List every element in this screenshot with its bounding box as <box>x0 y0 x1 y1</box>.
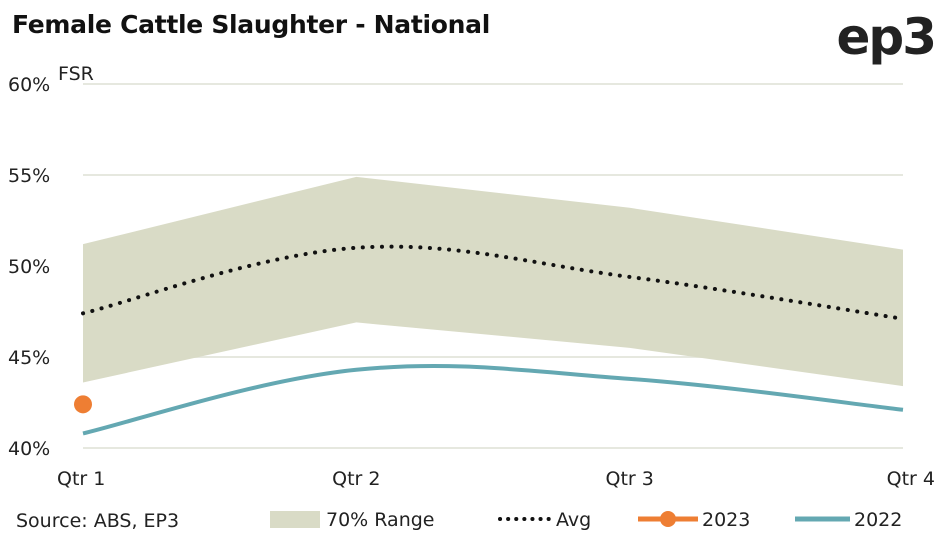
range-area <box>83 176 903 387</box>
legend-avg-label: Avg <box>556 509 591 531</box>
x-tick-label: Qtr 3 <box>605 468 653 490</box>
legend-range-label: 70% Range <box>326 509 435 531</box>
ep3-logo: ep3 <box>836 8 937 66</box>
avg-line <box>81 244 905 321</box>
chart-title: Female Cattle Slaughter - National <box>12 10 490 39</box>
source-note: Source: ABS, EP3 <box>16 510 179 532</box>
legend-2023-marker <box>660 511 676 527</box>
legend-2022-label: 2022 <box>854 509 902 531</box>
legend-range-swatch <box>270 511 320 528</box>
point-2023 <box>74 395 92 414</box>
y-tick-label: 45% <box>8 347 50 369</box>
y-tick-label: 40% <box>8 438 50 460</box>
x-tick-label: Qtr 2 <box>332 468 380 490</box>
line-2022 <box>82 363 904 436</box>
y-tick-label: 50% <box>8 256 50 278</box>
x-tick-label: Qtr 1 <box>57 468 105 490</box>
y-axis-label: FSR <box>58 63 94 85</box>
x-tick-label: Qtr 4 <box>887 468 935 490</box>
y-tick-label: 60% <box>8 74 50 96</box>
legend-2023-label: 2023 <box>702 509 750 531</box>
y-tick-label: 55% <box>8 165 50 187</box>
